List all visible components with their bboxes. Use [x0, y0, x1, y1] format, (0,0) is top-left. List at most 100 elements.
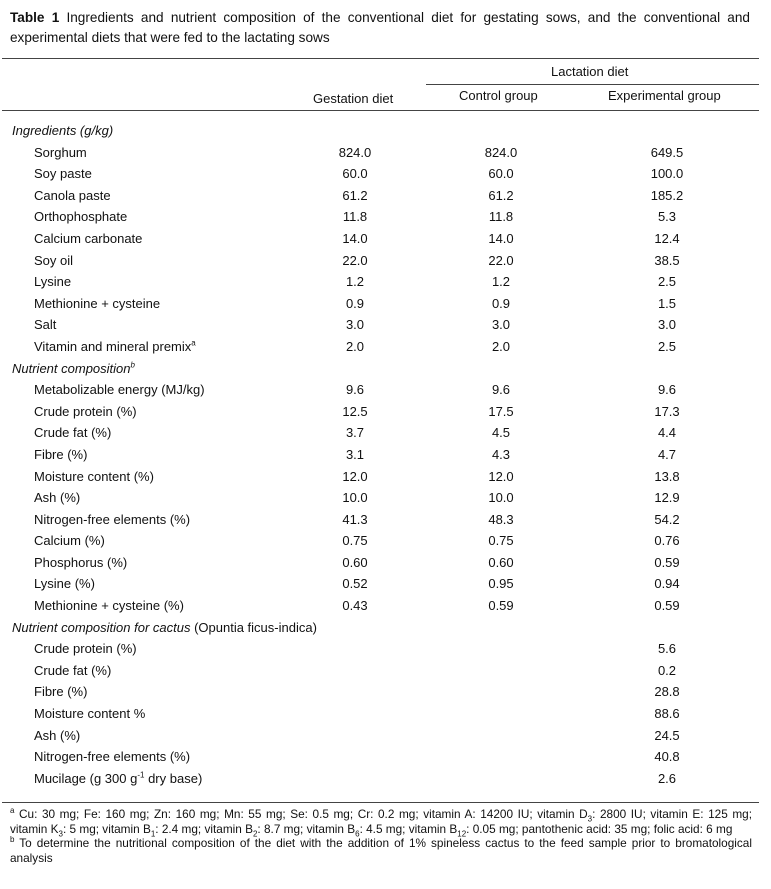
gestation-value: 22.0 [342, 252, 368, 268]
experimental-value: 2.6 [657, 770, 677, 786]
top-rule [2, 58, 759, 59]
lactation-group-rule [426, 84, 759, 85]
experimental-value: 0.76 [654, 533, 680, 549]
section-header-row: Nutrient composition for cactus (Opuntia… [0, 617, 771, 639]
table-row: Orthophosphate 11.8 11.8 5.3 [0, 206, 771, 228]
footnote-a: a Cu: 30 mg; Fe: 160 mg; Zn: 160 mg; Mn:… [10, 806, 752, 838]
control-value: 0.59 [488, 598, 514, 614]
gestation-value: 0.9 [345, 295, 365, 311]
table-caption: Table 1 Ingredients and nutrient composi… [10, 8, 750, 48]
header-lactation-diet: Lactation diet [551, 64, 629, 79]
table-row: Moisture content % 88.6 [0, 703, 771, 725]
control-value: 61.2 [488, 187, 514, 203]
control-value: 2.0 [491, 338, 511, 354]
row-label: Phosphorus (%) [34, 554, 128, 570]
experimental-value: 9.6 [657, 382, 677, 398]
gestation-value: 3.0 [345, 317, 365, 333]
experimental-value: 3.0 [657, 317, 677, 333]
row-label: Crude protein (%) [34, 403, 137, 419]
gestation-value: 3.7 [345, 425, 365, 441]
gestation-value: 14.0 [342, 230, 368, 246]
control-value: 0.95 [488, 576, 514, 592]
row-label: Lysine (%) [34, 576, 95, 592]
experimental-value: 88.6 [654, 706, 680, 722]
table-body: Ingredients (g/kg) Sorghum 824.0 824.0 649.5… [0, 120, 771, 789]
gestation-value: 9.6 [345, 382, 365, 398]
gestation-value: 2.0 [345, 338, 365, 354]
table-row: Lysine 1.2 1.2 2.5 [0, 271, 771, 293]
row-label: Canola paste [34, 187, 111, 203]
row-label: Ash (%) [34, 490, 81, 506]
experimental-value: 185.2 [650, 187, 684, 203]
section-label: Nutrient compositionb [12, 360, 135, 376]
experimental-value: 24.5 [654, 727, 680, 743]
row-label: Lysine [34, 274, 72, 290]
table-row: Methionine + cysteine 0.9 0.9 1.5 [0, 293, 771, 315]
table-row: Ash (%) 10.0 10.0 12.9 [0, 487, 771, 509]
table-row: Calcium (%) 0.75 0.75 0.76 [0, 530, 771, 552]
gestation-value: 1.2 [345, 274, 365, 290]
experimental-value: 13.8 [654, 468, 680, 484]
experimental-value: 4.4 [657, 425, 677, 441]
experimental-value: 5.6 [657, 641, 677, 657]
table-row: Crude protein (%) 12.5 17.5 17.3 [0, 401, 771, 423]
experimental-value: 38.5 [654, 252, 680, 268]
row-label: Ash (%) [34, 727, 81, 743]
gestation-value: 12.5 [342, 403, 368, 419]
table-row: Lysine (%) 0.52 0.95 0.94 [0, 573, 771, 595]
row-label: Calcium carbonate [34, 230, 143, 246]
control-value: 0.9 [491, 295, 511, 311]
control-value: 12.0 [488, 468, 514, 484]
table-row: Methionine + cysteine (%) 0.43 0.59 0.59 [0, 595, 771, 617]
row-label: Soy oil [34, 252, 74, 268]
row-label: Moisture content % [34, 706, 146, 722]
control-value: 4.5 [491, 425, 511, 441]
table-label: Table 1 [10, 10, 60, 25]
row-label: Orthophosphate [34, 209, 128, 225]
control-value: 9.6 [491, 382, 511, 398]
table-row: Soy paste 60.0 60.0 100.0 [0, 163, 771, 185]
experimental-value: 5.3 [657, 209, 677, 225]
experimental-value: 1.5 [657, 295, 677, 311]
control-value: 10.0 [488, 490, 514, 506]
table-row: Calcium carbonate 14.0 14.0 12.4 [0, 228, 771, 250]
gestation-value: 12.0 [342, 468, 368, 484]
experimental-value: 4.7 [657, 446, 677, 462]
header-experimental-group: Experimental group [608, 88, 721, 103]
control-value: 824.0 [484, 144, 518, 160]
control-value: 3.0 [491, 317, 511, 333]
gestation-value: 824.0 [338, 144, 372, 160]
gestation-value: 0.52 [342, 576, 368, 592]
experimental-value: 649.5 [650, 144, 684, 160]
experimental-value: 2.5 [657, 274, 677, 290]
row-label: Vitamin and mineral premixa [34, 338, 196, 354]
row-label: Metabolizable energy (MJ/kg) [34, 382, 205, 398]
control-value: 48.3 [488, 511, 514, 527]
table-row: Metabolizable energy (MJ/kg) 9.6 9.6 9.6 [0, 379, 771, 401]
table-row: Nitrogen-free elements (%) 40.8 [0, 746, 771, 768]
row-label: Fibre (%) [34, 684, 88, 700]
table-row: Crude protein (%) 5.6 [0, 638, 771, 660]
experimental-value: 54.2 [654, 511, 680, 527]
experimental-value: 28.8 [654, 684, 680, 700]
row-label: Crude protein (%) [34, 641, 137, 657]
header-gestation-diet: Gestation diet [313, 91, 394, 106]
gestation-value: 0.60 [342, 554, 368, 570]
row-label: Salt [34, 317, 57, 333]
experimental-value: 0.59 [654, 554, 680, 570]
gestation-value: 10.0 [342, 490, 368, 506]
footnotes: a Cu: 30 mg; Fe: 160 mg; Zn: 160 mg; Mn:… [10, 807, 752, 865]
experimental-value: 0.59 [654, 598, 680, 614]
header-control-group: Control group [459, 88, 538, 103]
table-row: Crude fat (%) 3.7 4.5 4.4 [0, 422, 771, 444]
row-label: Nitrogen-free elements (%) [34, 511, 191, 527]
header-rule [2, 110, 759, 111]
experimental-value: 0.2 [657, 662, 677, 678]
table-row: Vitamin and mineral premixa 2.0 2.0 2.5 [0, 336, 771, 358]
table-row: Moisture content (%) 12.0 12.0 13.8 [0, 466, 771, 488]
table-row: Mucilage (g 300 g-1 dry base) 2.6 [0, 768, 771, 790]
table-row: Soy oil 22.0 22.0 38.5 [0, 250, 771, 272]
gestation-value: 60.0 [342, 166, 368, 182]
row-label: Nitrogen-free elements (%) [34, 749, 191, 765]
experimental-value: 17.3 [654, 403, 680, 419]
